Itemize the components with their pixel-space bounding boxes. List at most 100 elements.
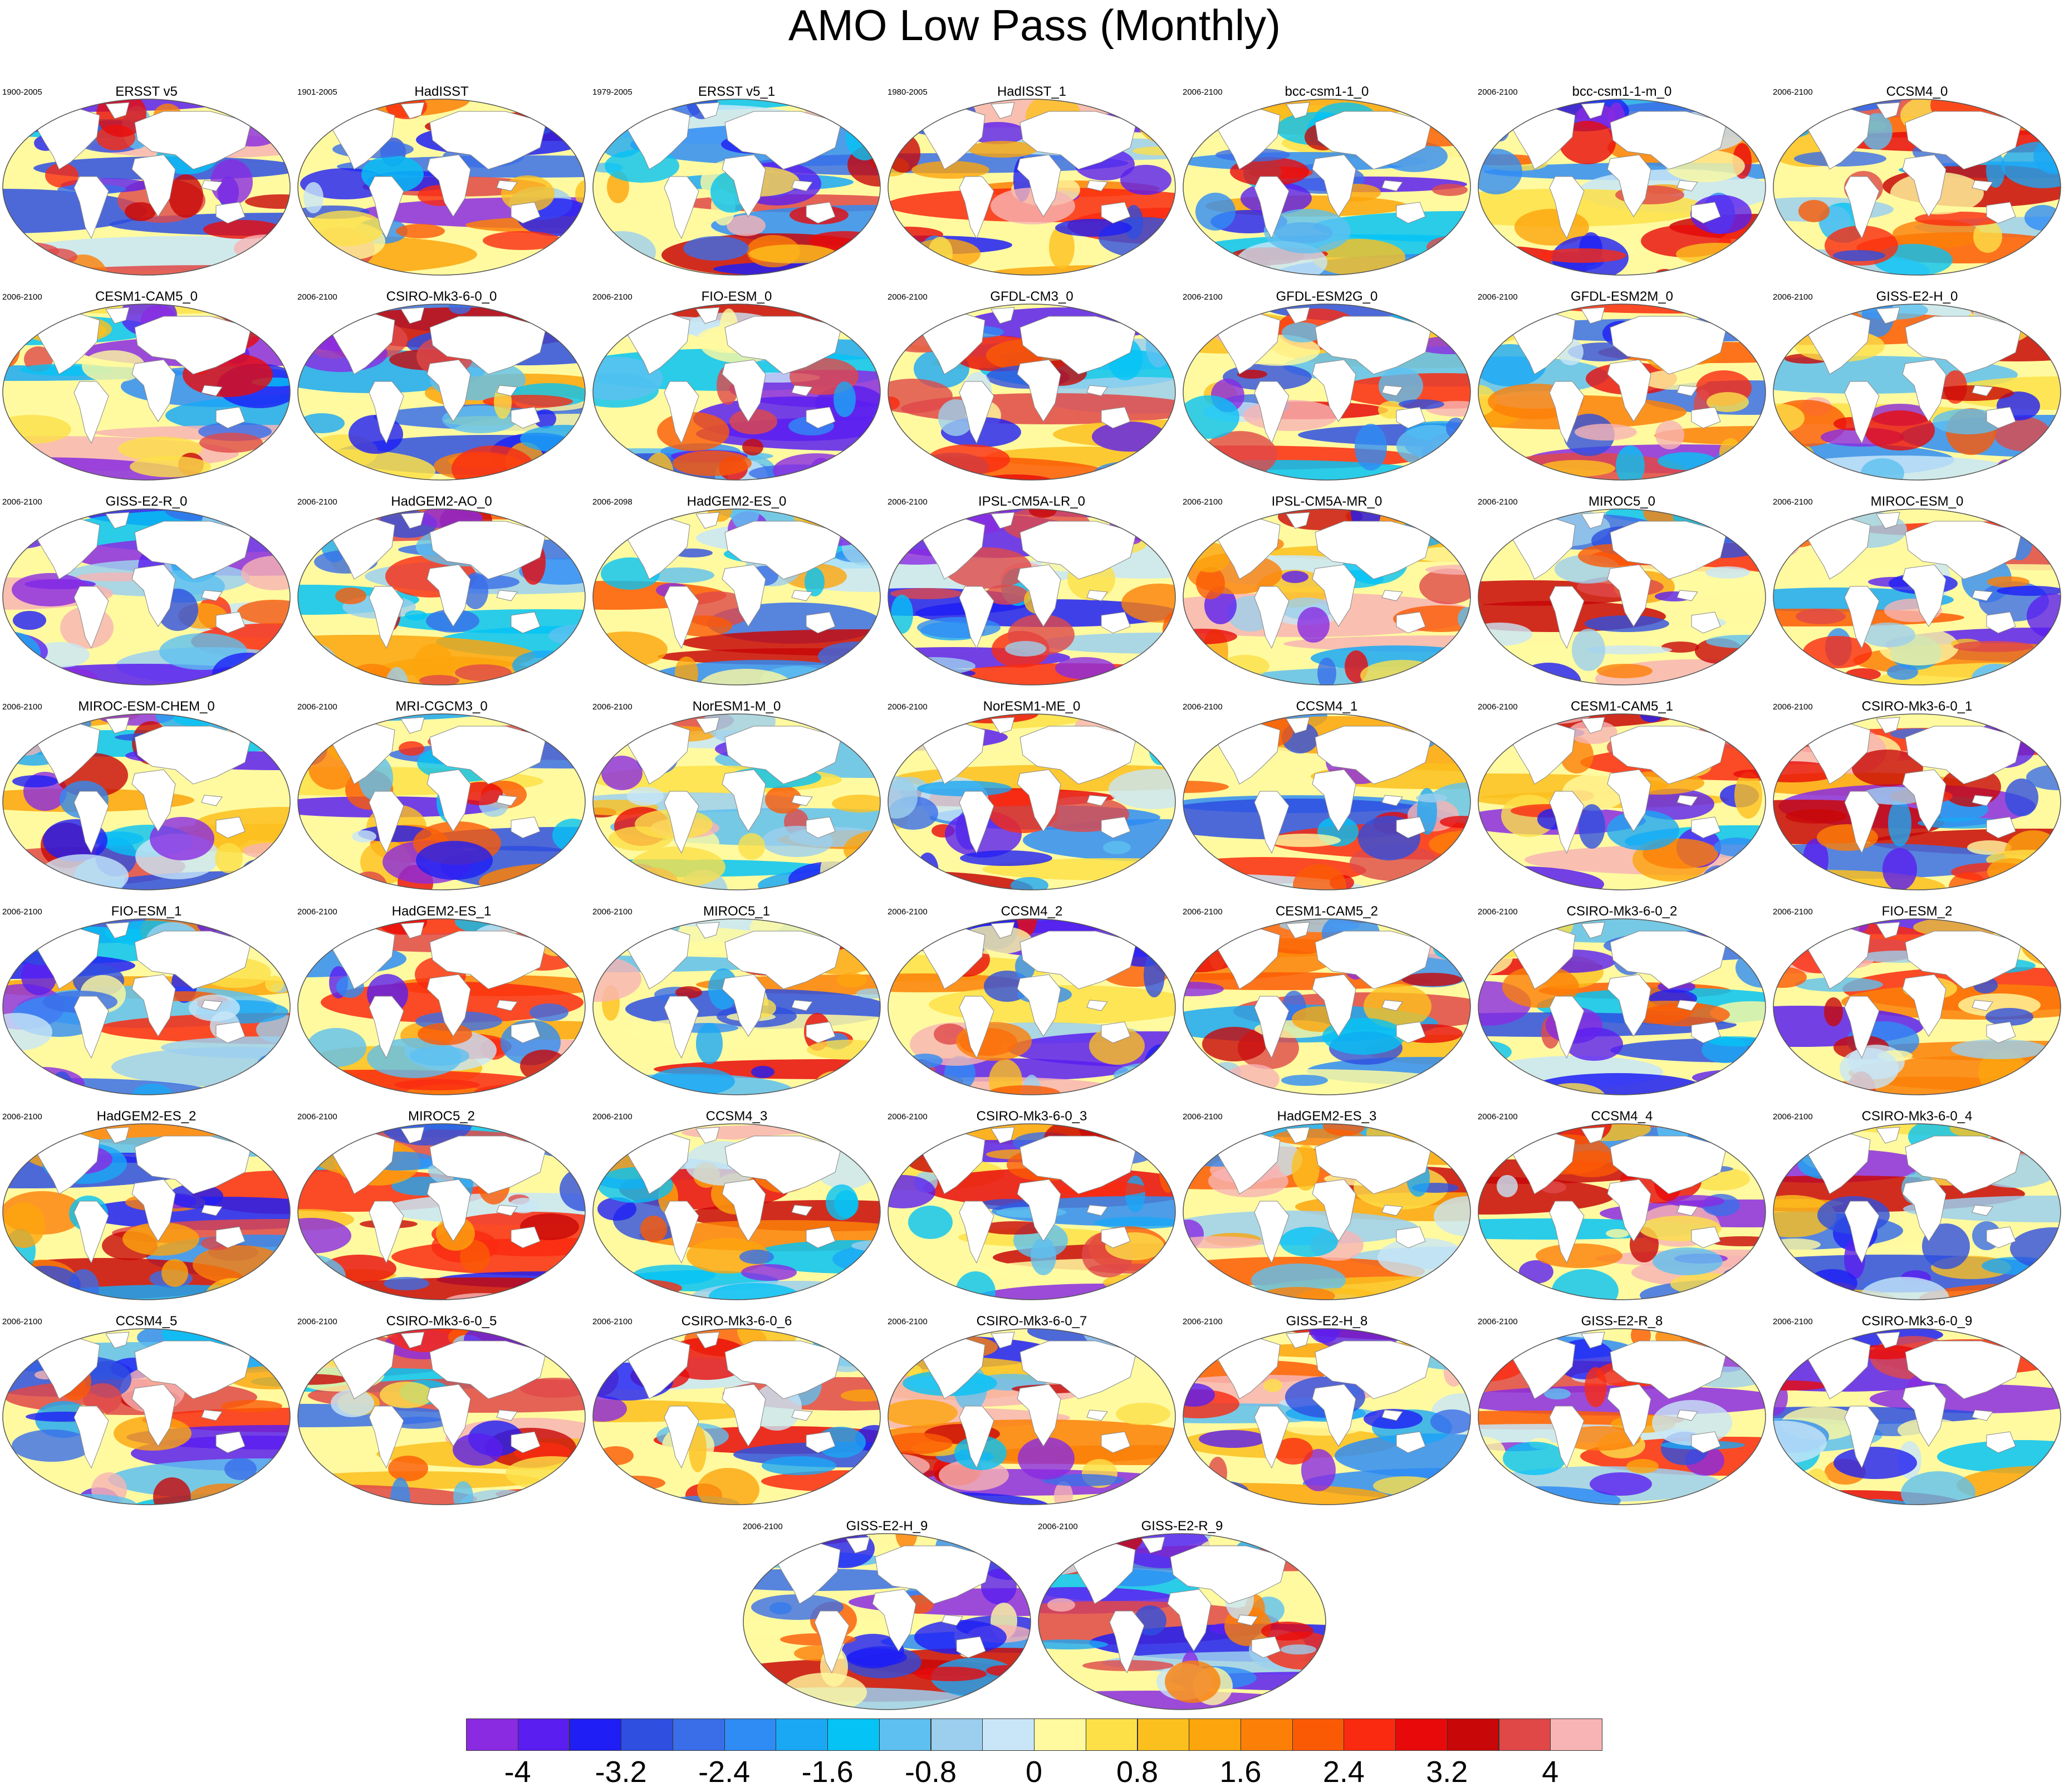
land-mask [791,385,813,396]
anomaly-blob [391,1417,448,1429]
land-mask [1844,586,1880,649]
panel-period: 2006-2100 [592,907,633,917]
land-mask [1607,154,1651,217]
anomaly-blob [405,610,427,620]
land-mask [875,1545,992,1604]
anomaly-blob [1585,645,1672,654]
land-mask [1216,1337,1281,1399]
land-mask [806,611,836,634]
land-mask [695,1331,720,1349]
land-mask [426,974,471,1037]
land-mask [369,996,404,1059]
land-mask [1610,521,1727,580]
anomaly-blob [1922,1223,1970,1269]
map-outline [592,99,881,276]
panel-title: CSIRO-Mk3-6-0_1 [1861,699,1973,714]
land-mask [1902,359,1947,422]
anomaly-blob [1787,1490,1806,1505]
anomaly-blob [12,775,58,787]
sst-anomaly-map [2,713,291,890]
anomaly-blob [306,210,384,246]
land-mask [201,1409,223,1421]
land-mask [1315,111,1432,170]
anomaly-blob [906,863,929,880]
land-mask [1170,1545,1287,1604]
land-mask [1549,381,1585,444]
anomaly-blob [169,1184,223,1208]
land-mask [806,816,836,839]
land-mask [1876,102,1900,119]
land-mask [1086,795,1108,806]
land-mask [201,1205,223,1216]
land-mask [1381,1000,1403,1011]
land-mask [1607,1179,1651,1242]
map-panel: CESM1-CAM5_0 2006-2100 [1,290,292,494]
anomaly-blob [805,567,825,596]
anomaly-blob [1264,209,1351,253]
panel-period: 2006-2100 [888,1317,928,1326]
land-mask [1902,769,1947,832]
anomaly-blob [1497,1175,1518,1197]
anomaly-blob [2027,594,2061,638]
map-panel: CSIRO-Mk3-6-0_4 2006-2100 [1772,1109,2062,1314]
anomaly-blob [1859,1277,1949,1300]
land-mask [959,1406,994,1469]
map-panel: MIROC-ESM-CHEM_0 2006-2100 [1,699,292,904]
land-mask [1286,1127,1310,1144]
land-mask [215,816,246,839]
anomaly-blob [1143,874,1175,890]
anomaly-blob [1237,370,1267,379]
land-mask [791,1409,813,1421]
sst-anomaly-map [1773,508,2061,686]
land-mask [1511,1337,1576,1399]
anomaly-blob [118,437,203,461]
anomaly-blob [1230,157,1309,186]
land-mask [426,154,471,217]
panel-title: GISS-E2-R_9 [1141,1519,1223,1534]
anomaly-blob [1803,636,1872,668]
anomaly-blob [908,1206,953,1239]
anomaly-blob [822,1125,865,1139]
anomaly-blob [1165,1661,1220,1703]
land-mask [1806,107,1871,170]
land-mask [1581,717,1605,734]
land-mask [331,1337,395,1399]
land-mask [1972,385,1993,396]
anomaly-blob [648,567,714,583]
anomaly-blob [1183,943,1215,955]
land-mask [1315,931,1432,990]
anomaly-blob [384,1277,429,1290]
land-mask [1549,996,1585,1059]
panel-title: CSIRO-Mk3-6-0_4 [1861,1109,1973,1124]
anomaly-blob [1973,221,2002,253]
map-outline [2,303,291,481]
colorbar-swatch [879,1718,931,1751]
anomaly-blob [1261,1287,1335,1300]
colorbar-swatch [827,1718,880,1751]
sst-anomaly-map [1038,1533,1326,1710]
anomaly-blob [1187,110,1205,135]
land-mask [426,1179,471,1242]
anomaly-blob [675,986,702,998]
anomaly-blob [530,660,585,685]
land-mask [1844,176,1880,239]
anomaly-blob [1655,420,1684,449]
land-mask [791,1205,813,1216]
land-mask [201,385,223,396]
land-mask [134,316,252,375]
anomaly-blob [1195,193,1235,231]
anomaly-blob [856,988,880,998]
colorbar-swatch [1240,1718,1293,1751]
map-outline [2,508,291,686]
panel-period: 2006-2100 [1773,1317,1813,1326]
anomaly-blob [1281,1075,1328,1086]
anomaly-blob [1095,1217,1175,1229]
anomaly-blob [1478,385,1497,416]
map-panel: CESM1-CAM5_1 2006-2100 [1477,699,1767,904]
map-outline [297,1328,586,1505]
map-panel: CSIRO-Mk3-6-0_9 2006-2100 [1772,1314,2062,1519]
anomaly-blob [1373,1476,1439,1495]
panel-period: 2006-2100 [297,1112,337,1122]
colorbar-swatch [1137,1718,1190,1751]
panel-title: IPSL-CM5A-MR_0 [1271,494,1382,509]
